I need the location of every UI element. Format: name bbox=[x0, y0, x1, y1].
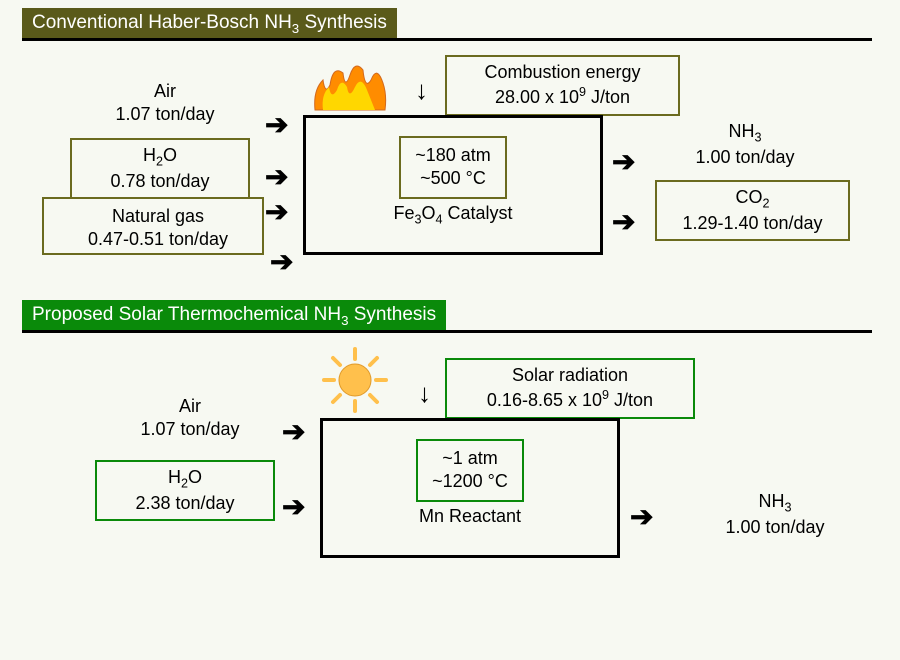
arrow-out2: ➔ bbox=[612, 205, 635, 238]
s2-energy-box: Solar radiation0.16-8.65 x 109 J/ton bbox=[445, 358, 695, 419]
section2-title: Proposed Solar Thermochemical NH3 Synthe… bbox=[22, 300, 446, 332]
fire-icon bbox=[305, 55, 395, 115]
s1-air: Air1.07 ton/day bbox=[90, 80, 240, 127]
s1-nh3: NH31.00 ton/day bbox=[670, 120, 820, 169]
arrow-out1: ➔ bbox=[612, 145, 635, 178]
arrow-gas: ➔ bbox=[270, 245, 293, 278]
s1-h2o-box: H2O0.78 ton/day bbox=[70, 138, 250, 199]
section2-rule bbox=[22, 330, 872, 333]
s2-arrow-h2o: ➔ bbox=[282, 490, 305, 523]
s1-co2-box: CO21.29-1.40 ton/day bbox=[655, 180, 850, 241]
s2-arrow-down: ↓ bbox=[418, 378, 431, 409]
arrow-h2o2: ➔ bbox=[265, 195, 288, 228]
s2-arrow-out: ➔ bbox=[630, 500, 653, 533]
s2-air: Air1.07 ton/day bbox=[115, 395, 265, 442]
s1-reactor: ~180 atm~500 °C Fe3O4 Catalyst bbox=[303, 115, 603, 255]
s2-nh3: NH31.00 ton/day bbox=[700, 490, 850, 539]
arrow-energy-down: ↓ bbox=[415, 75, 428, 106]
s2-h2o-box: H2O2.38 ton/day bbox=[95, 460, 275, 521]
s2-reactor: ~1 atm~1200 °C Mn Reactant bbox=[320, 418, 620, 558]
s2-arrow-air: ➔ bbox=[282, 415, 305, 448]
section1-title: Conventional Haber-Bosch NH3 Synthesis bbox=[22, 8, 397, 40]
section1-rule bbox=[22, 38, 872, 41]
s1-energy-box: Combustion energy28.00 x 109 J/ton bbox=[445, 55, 680, 116]
s1-input-outline bbox=[42, 197, 264, 255]
arrow-air: ➔ bbox=[265, 108, 288, 141]
arrow-h2o: ➔ bbox=[265, 160, 288, 193]
sun-icon bbox=[320, 345, 390, 415]
